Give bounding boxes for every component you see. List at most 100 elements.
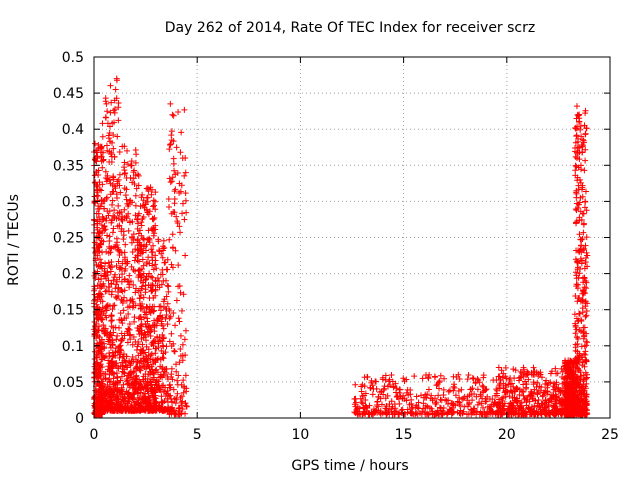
data-point (124, 400, 131, 407)
data-point (577, 166, 584, 173)
data-point (436, 378, 443, 385)
data-point (114, 178, 121, 185)
data-point (582, 242, 589, 249)
data-point (141, 382, 148, 389)
data-point (142, 275, 149, 282)
data-point (162, 315, 169, 322)
data-point (117, 310, 124, 317)
data-point (108, 397, 115, 404)
data-point (583, 312, 590, 319)
data-point (109, 317, 116, 324)
data-point (107, 362, 114, 369)
data-point (121, 276, 128, 283)
data-point (450, 387, 457, 394)
data-point (91, 411, 98, 418)
data-point (576, 176, 583, 183)
data-point (578, 373, 585, 380)
data-point (440, 391, 447, 398)
data-point (156, 303, 163, 310)
data-point (152, 189, 159, 196)
data-point (471, 391, 478, 398)
data-point (103, 275, 110, 282)
data-point (562, 365, 569, 372)
data-point (522, 378, 529, 385)
data-point (553, 379, 560, 386)
data-point (432, 395, 439, 402)
data-point (581, 350, 588, 357)
data-point (443, 411, 450, 418)
data-point (181, 336, 188, 343)
data-point (94, 220, 101, 227)
data-point (161, 296, 168, 303)
data-point (574, 365, 581, 372)
data-point (117, 377, 124, 384)
data-point (583, 125, 590, 132)
data-point (92, 249, 99, 256)
data-point (102, 114, 109, 121)
data-point (173, 297, 180, 304)
data-point (100, 280, 107, 287)
data-point (440, 386, 447, 393)
data-point (101, 371, 108, 378)
data-point (117, 264, 124, 271)
data-point (573, 200, 580, 207)
data-point (132, 356, 139, 363)
data-point (118, 373, 125, 380)
data-point (479, 382, 486, 389)
data-point (139, 283, 146, 290)
data-point (103, 248, 110, 255)
data-point (448, 400, 455, 407)
data-point (127, 297, 134, 304)
data-point (435, 392, 442, 399)
data-point (578, 317, 585, 324)
y-tick-label: 0.35 (53, 158, 84, 174)
data-point (534, 389, 541, 396)
data-point (177, 149, 184, 156)
data-point (436, 385, 443, 392)
data-point (174, 218, 181, 225)
data-point (519, 370, 526, 377)
data-point (169, 264, 176, 271)
data-point (579, 298, 586, 305)
data-point (572, 347, 579, 354)
data-point (126, 321, 133, 328)
data-point (147, 355, 154, 362)
data-point (94, 224, 101, 231)
x-tick-label: 15 (395, 427, 413, 443)
data-point (505, 381, 512, 388)
data-point (166, 146, 173, 153)
data-point (140, 373, 147, 380)
data-point (384, 392, 391, 399)
data-point (157, 387, 164, 394)
data-point (578, 133, 585, 140)
data-point (94, 183, 101, 190)
data-point (123, 196, 130, 203)
data-point (103, 314, 110, 321)
data-point (170, 138, 177, 145)
data-point (94, 359, 101, 366)
data-point (110, 132, 117, 139)
data-point (474, 375, 481, 382)
data-point (91, 193, 98, 200)
data-point (149, 339, 156, 346)
data-point (351, 401, 358, 408)
data-point (131, 318, 138, 325)
data-point (176, 318, 183, 325)
data-point (91, 356, 98, 363)
data-point (126, 382, 133, 389)
data-point (160, 237, 167, 244)
data-point (122, 265, 129, 272)
data-point (125, 311, 132, 318)
data-point (422, 371, 429, 378)
data-point (579, 193, 586, 200)
data-point (107, 393, 114, 400)
data-point (178, 410, 185, 417)
data-point (142, 385, 149, 392)
data-point (582, 369, 589, 376)
data-point (368, 411, 375, 418)
data-point (140, 347, 147, 354)
data-point (177, 411, 184, 418)
data-point (583, 207, 590, 214)
data-point (142, 395, 149, 402)
data-point (136, 394, 143, 401)
